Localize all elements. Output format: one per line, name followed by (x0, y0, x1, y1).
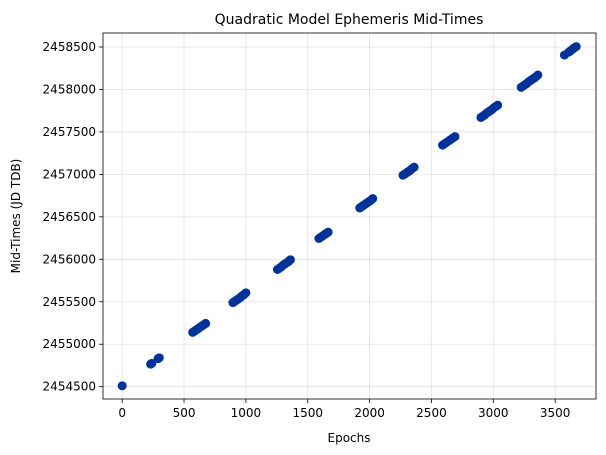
x-axis-label: Epochs (328, 431, 371, 445)
grid (103, 33, 596, 399)
data-point (154, 353, 164, 363)
x-tick-label: 1500 (292, 406, 323, 420)
data-point (409, 162, 419, 172)
data-point (201, 318, 211, 328)
data-point (533, 70, 543, 80)
y-axis-label: Mid-Times (JD TDB) (9, 159, 23, 274)
data-points (117, 42, 581, 391)
data-point (493, 100, 503, 110)
data-point (323, 227, 333, 237)
x-tick-label: 2000 (354, 406, 385, 420)
y-tick-label: 2457000 (43, 167, 96, 181)
plot-frame (102, 32, 597, 400)
y-tick-label: 2455000 (43, 337, 96, 351)
data-point (368, 194, 378, 204)
data-point (285, 255, 295, 265)
chart-title: Quadratic Model Ephemeris Mid-Times (215, 12, 484, 28)
x-axis-ticks: 0 500 1000 1500 2000 2500 3000 3500 (118, 399, 570, 420)
data-point (450, 132, 460, 142)
y-tick-label: 2457500 (43, 125, 96, 139)
y-tick-label: 2455500 (43, 295, 96, 309)
y-tick-label: 2458500 (43, 40, 96, 54)
data-point (147, 358, 157, 368)
x-tick-label: 3500 (540, 406, 571, 420)
data-point (117, 381, 127, 391)
y-tick-label: 2456000 (43, 252, 96, 266)
x-tick-label: 1000 (231, 406, 262, 420)
y-tick-label: 2458000 (43, 82, 96, 96)
x-tick-label: 2500 (416, 406, 447, 420)
y-tick-label: 2454500 (43, 380, 96, 394)
data-point (241, 288, 251, 298)
x-tick-label: 3000 (478, 406, 509, 420)
x-tick-label: 500 (173, 406, 196, 420)
data-point (571, 42, 581, 52)
y-tick-label: 2456500 (43, 210, 96, 224)
y-axis-ticks: 2454500 2455000 2455500 2456000 2456500 24570… (43, 40, 103, 394)
x-tick-label: 0 (118, 406, 126, 420)
